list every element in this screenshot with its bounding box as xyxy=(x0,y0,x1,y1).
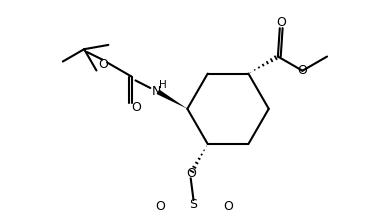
Text: O: O xyxy=(132,101,141,114)
Text: O: O xyxy=(99,58,108,71)
Text: O: O xyxy=(223,200,234,212)
Text: O: O xyxy=(156,200,165,212)
Text: O: O xyxy=(276,16,286,29)
Text: H: H xyxy=(159,80,166,90)
Text: N: N xyxy=(151,85,161,98)
Text: O: O xyxy=(298,64,307,77)
Text: O: O xyxy=(186,167,196,180)
Text: S: S xyxy=(189,198,197,211)
Polygon shape xyxy=(157,89,187,109)
